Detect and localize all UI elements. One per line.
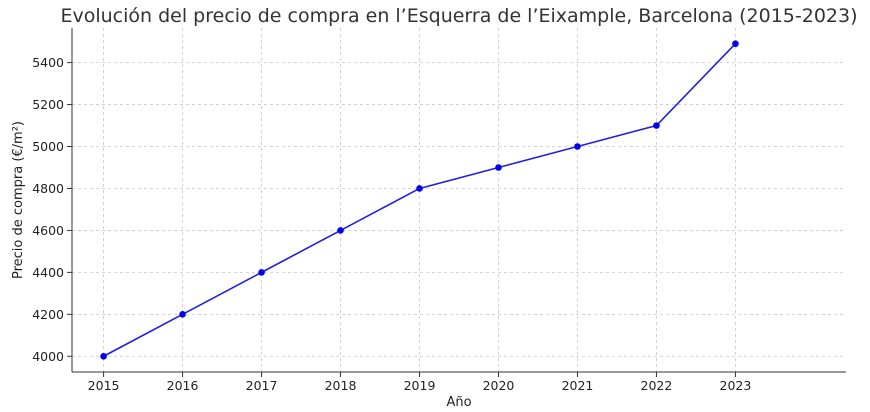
data-point xyxy=(416,185,423,192)
y-tick-label: 4200 xyxy=(32,307,64,322)
x-axis-ticks: 2015 2016 2017 2018 2019 2020 2021 2022 2023 xyxy=(88,372,752,393)
y-axis-ticks: 4000 4200 4400 4600 4800 5000 5200 5400 xyxy=(32,55,72,364)
x-tick-label: 2022 xyxy=(641,378,673,393)
x-tick-label: 2016 xyxy=(167,378,199,393)
grid xyxy=(72,28,846,372)
x-tick-label: 2019 xyxy=(404,378,436,393)
axes xyxy=(71,28,846,373)
data-point xyxy=(179,311,186,318)
y-tick-label: 4400 xyxy=(32,265,64,280)
x-axis-label: Año xyxy=(446,395,471,410)
data-point xyxy=(653,122,660,129)
y-tick-label: 5000 xyxy=(32,139,64,154)
data-point xyxy=(732,40,739,48)
data-point xyxy=(574,143,581,150)
series xyxy=(100,40,739,360)
x-tick-label: 2020 xyxy=(483,378,515,393)
y-axis-label: Precio de compra (€/m²) xyxy=(11,121,26,279)
y-tick-label: 4800 xyxy=(32,181,64,196)
y-tick-label: 5400 xyxy=(32,55,64,70)
data-point xyxy=(337,227,344,234)
x-tick-label: 2021 xyxy=(562,378,594,393)
x-tick-label: 2023 xyxy=(720,378,752,393)
data-point xyxy=(100,352,107,360)
y-tick-label: 4600 xyxy=(32,223,64,238)
y-tick-label: 5200 xyxy=(32,97,64,112)
data-point xyxy=(495,164,502,171)
x-tick-label: 2015 xyxy=(88,378,120,393)
y-tick-label: 4000 xyxy=(32,349,64,364)
x-tick-label: 2017 xyxy=(246,378,278,393)
data-point xyxy=(258,269,265,276)
chart-title: Evolución del precio de compra en l’Esqu… xyxy=(60,5,857,27)
x-tick-label: 2018 xyxy=(325,378,357,393)
